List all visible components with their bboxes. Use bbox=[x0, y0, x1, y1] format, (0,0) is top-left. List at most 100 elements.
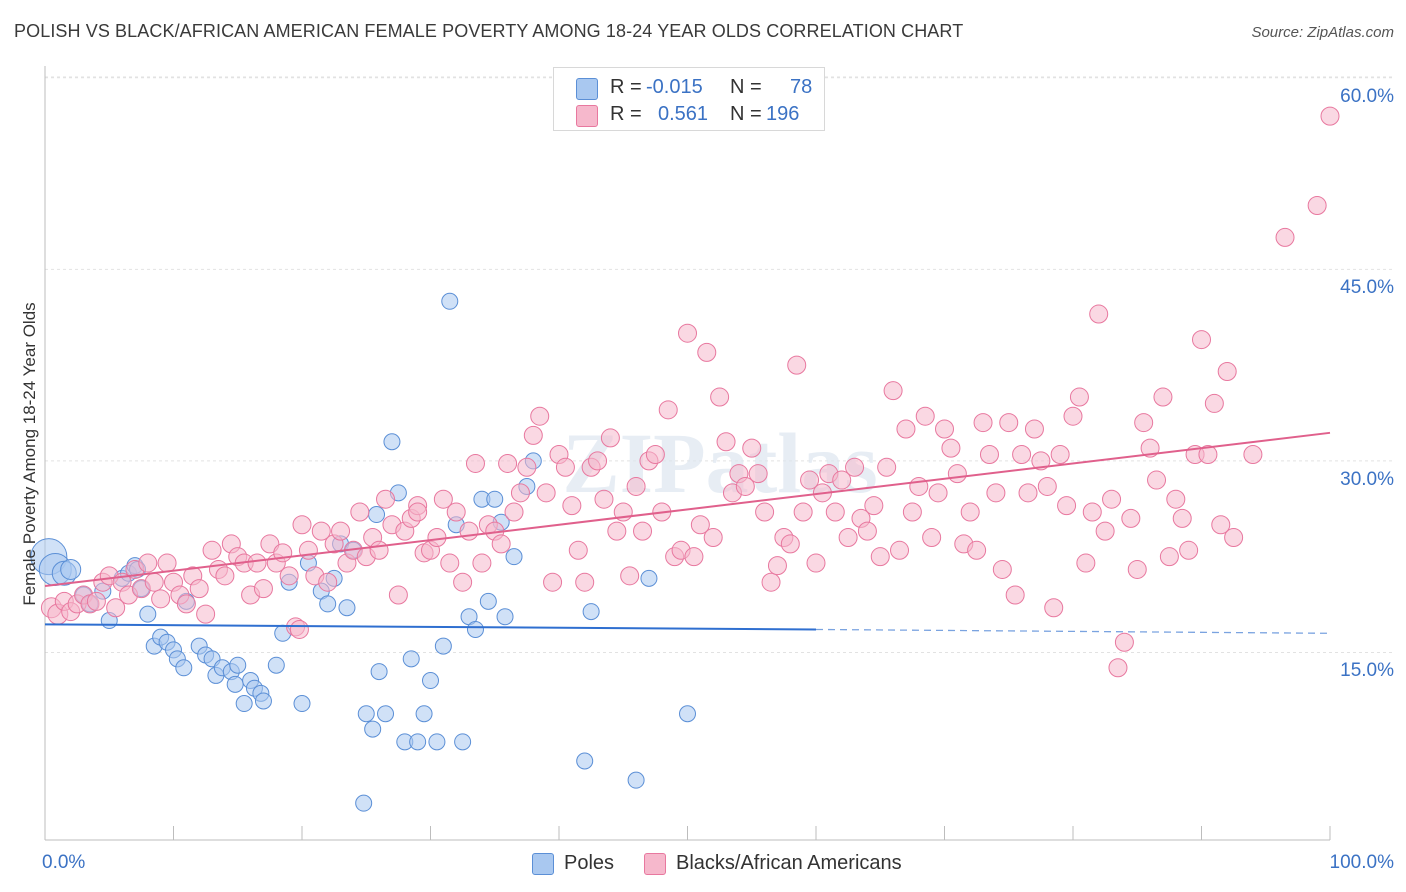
data-point bbox=[402, 650, 420, 668]
data-point bbox=[1018, 483, 1038, 503]
data-point bbox=[409, 733, 427, 751]
data-point bbox=[1320, 106, 1340, 126]
data-point bbox=[176, 594, 196, 614]
data-point bbox=[370, 663, 388, 681]
data-point bbox=[679, 705, 696, 723]
data-point bbox=[1063, 406, 1083, 426]
data-point bbox=[645, 445, 665, 465]
data-point bbox=[755, 502, 775, 522]
data-point bbox=[427, 528, 447, 548]
data-point bbox=[735, 476, 755, 496]
data-point bbox=[364, 720, 382, 738]
data-point bbox=[999, 413, 1019, 433]
data-point bbox=[658, 400, 678, 420]
x-tick-label-min: 0.0% bbox=[42, 852, 86, 873]
data-point bbox=[202, 540, 222, 560]
data-point bbox=[883, 381, 903, 401]
data-point bbox=[496, 608, 514, 626]
data-point bbox=[505, 548, 523, 566]
data-point bbox=[428, 733, 446, 751]
data-point bbox=[928, 483, 948, 503]
data-point bbox=[1037, 476, 1057, 496]
data-point bbox=[1089, 304, 1109, 324]
data-point bbox=[1024, 419, 1044, 439]
data-point bbox=[157, 553, 177, 573]
data-point bbox=[1121, 508, 1141, 528]
data-point bbox=[1147, 470, 1167, 490]
data-point bbox=[369, 540, 389, 560]
data-point bbox=[684, 547, 704, 567]
data-point bbox=[453, 572, 473, 592]
data-point bbox=[1082, 502, 1102, 522]
data-point bbox=[896, 419, 916, 439]
data-point bbox=[226, 675, 244, 693]
legend-n-label: N = bbox=[730, 103, 762, 125]
legend-n-label: N = bbox=[730, 76, 762, 98]
data-point bbox=[1224, 528, 1244, 548]
data-point bbox=[1114, 632, 1134, 652]
data-point bbox=[510, 483, 530, 503]
data-point bbox=[832, 470, 852, 490]
data-point bbox=[1095, 521, 1115, 541]
data-point bbox=[350, 502, 370, 522]
data-point bbox=[433, 489, 453, 509]
trend-line-poles bbox=[44, 623, 817, 631]
data-point bbox=[1217, 362, 1237, 382]
data-point bbox=[298, 540, 318, 560]
chart-source: Source: ZipAtlas.com bbox=[1251, 24, 1394, 41]
data-point bbox=[1012, 445, 1032, 465]
data-point bbox=[441, 292, 459, 310]
legend-r-label: R = bbox=[610, 103, 642, 125]
data-point bbox=[716, 432, 736, 452]
data-point bbox=[555, 457, 575, 477]
data-point bbox=[517, 457, 537, 477]
data-point bbox=[319, 595, 337, 613]
data-point bbox=[626, 476, 646, 496]
data-point bbox=[138, 553, 158, 573]
data-point bbox=[742, 438, 762, 458]
data-point bbox=[229, 656, 247, 674]
legend-swatch-poles bbox=[532, 853, 554, 875]
data-point bbox=[434, 637, 452, 655]
axes bbox=[44, 66, 1331, 841]
data-point bbox=[627, 771, 645, 789]
legend-label-blacks: Blacks/African Americans bbox=[676, 852, 902, 874]
data-point bbox=[1031, 451, 1051, 471]
data-point bbox=[806, 553, 826, 573]
data-point bbox=[902, 502, 922, 522]
data-point bbox=[979, 445, 999, 465]
data-point bbox=[935, 419, 954, 439]
data-point bbox=[479, 592, 497, 610]
data-point bbox=[633, 521, 653, 541]
data-point bbox=[530, 406, 550, 426]
data-point bbox=[767, 556, 787, 576]
data-point bbox=[543, 572, 563, 592]
data-point bbox=[465, 453, 485, 473]
data-point bbox=[144, 572, 164, 592]
data-point bbox=[318, 572, 338, 592]
trend-line-poles-extension bbox=[815, 628, 1331, 634]
data-point bbox=[196, 604, 216, 624]
y-tick-label: 15.0% bbox=[1340, 660, 1394, 682]
data-point bbox=[1134, 413, 1154, 433]
data-point bbox=[357, 705, 375, 723]
data-point bbox=[1140, 438, 1160, 458]
data-point bbox=[864, 496, 884, 516]
data-point bbox=[967, 540, 987, 560]
series-legend: Poles Blacks/African Americans bbox=[0, 851, 1406, 879]
data-point bbox=[947, 464, 967, 484]
data-point bbox=[922, 528, 942, 548]
data-point bbox=[703, 528, 723, 548]
data-point bbox=[292, 515, 312, 535]
data-point bbox=[446, 502, 466, 522]
data-point bbox=[960, 502, 980, 522]
data-point bbox=[1166, 489, 1186, 509]
data-point bbox=[640, 569, 658, 587]
data-point bbox=[151, 589, 171, 609]
data-point bbox=[1127, 559, 1147, 579]
data-point bbox=[253, 579, 273, 599]
data-point bbox=[761, 572, 781, 592]
data-point bbox=[1307, 196, 1327, 215]
data-point bbox=[1198, 445, 1218, 465]
